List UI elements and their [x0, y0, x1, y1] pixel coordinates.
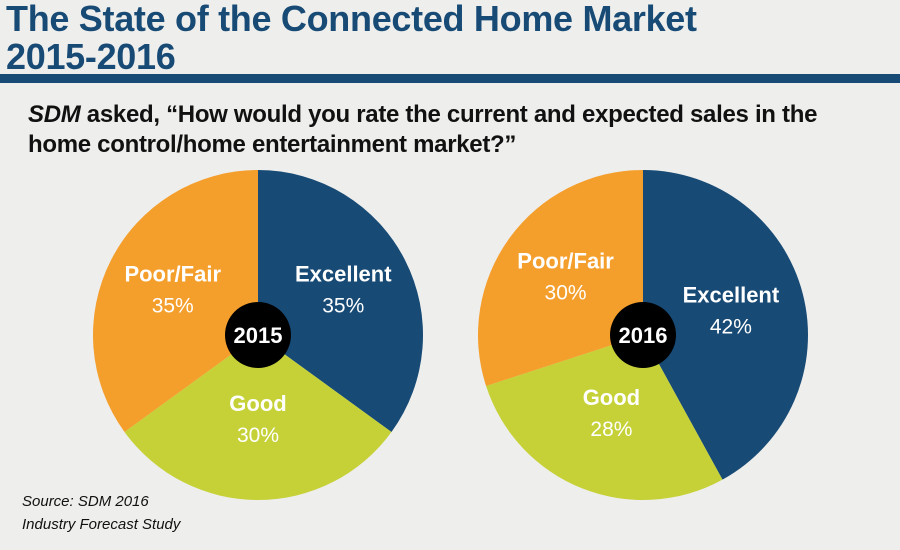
pie-2016-label-poor-fair: Poor/Fair — [517, 249, 614, 274]
pie-2015-value-excellent: 35% — [322, 295, 364, 318]
title-line-1: The State of the Connected Home Market — [6, 0, 697, 39]
survey-question: SDM asked, “How would you rate the curre… — [28, 100, 878, 160]
pie-2015-value-poor-fair: 35% — [152, 295, 194, 318]
source-line-1: Source: SDM 2016 — [22, 493, 149, 510]
pie-2016-slice-poor-fair — [478, 170, 643, 386]
question-text: asked, “How would you rate the current a… — [28, 101, 818, 158]
pie-2016-value-poor-fair: 30% — [545, 282, 587, 305]
pie-2015-slice-poor-fair — [93, 170, 258, 432]
pie-2016-slice-excellent — [643, 170, 808, 480]
pie-2016-value-good: 28% — [590, 418, 632, 441]
pie-2015-label-good: Good — [229, 391, 286, 416]
pie-2016-center — [610, 302, 676, 368]
pie-2016-slice-good — [486, 335, 723, 501]
pie-2016-year-label: 2016 — [619, 323, 668, 348]
pie-2015-slice-excellent — [258, 170, 423, 432]
pie-2015-year-label: 2015 — [234, 323, 283, 348]
pie-2015-slice-good — [124, 335, 392, 500]
pie-2015-label-excellent: Excellent — [295, 262, 392, 287]
pie-2016-label-good: Good — [583, 385, 640, 410]
pie-2016-label-excellent: Excellent — [683, 282, 780, 307]
pie-2016-value-excellent: 42% — [710, 315, 752, 338]
question-prefix: SDM — [28, 101, 81, 128]
pie-2015-center — [225, 302, 291, 368]
title-line-2: 2015-2016 — [6, 36, 176, 77]
source-line-2: Industry Forecast Study — [22, 516, 181, 533]
page-title: The State of the Connected Home Market 2… — [6, 0, 697, 76]
pie-2015-value-good: 30% — [237, 424, 279, 447]
pie-2015-label-poor-fair: Poor/Fair — [124, 262, 221, 287]
source-note: Source: SDM 2016 Industry Forecast Study — [22, 490, 180, 536]
title-divider — [0, 74, 900, 83]
